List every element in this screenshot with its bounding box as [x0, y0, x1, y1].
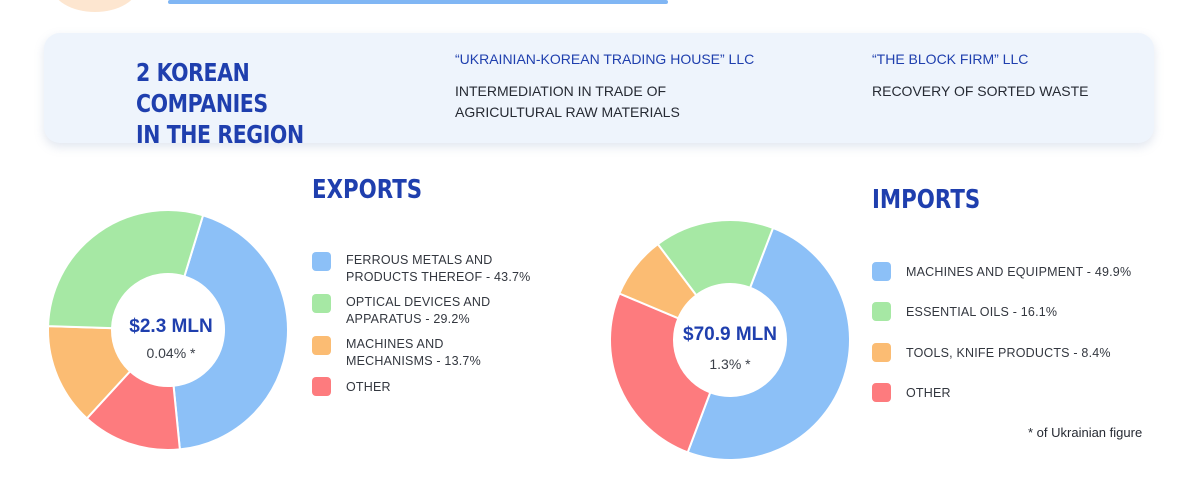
imports-slice-essential-oils	[656, 219, 775, 297]
legend-item-tools-knife-products: TOOLS, KNIFE PRODUCTS - 8.4%	[872, 343, 1131, 383]
legend-item-other: OTHER	[312, 377, 530, 401]
legend-label: OTHER	[906, 386, 951, 400]
imports-donut-chart	[609, 219, 852, 462]
legend-item-other: OTHER	[872, 383, 1131, 407]
imports-title: IMPORTS	[872, 185, 981, 215]
legend-label-line1: MACHINES AND	[346, 337, 444, 351]
legend-swatch-green	[312, 294, 331, 313]
imports-legend: MACHINES AND EQUIPMENT - 49.9% ESSENTIAL…	[872, 262, 1131, 407]
exports-title: EXPORTS	[312, 175, 423, 205]
legend-label: ESSENTIAL OILS - 16.1%	[906, 305, 1058, 319]
decorative-strip	[168, 0, 668, 4]
imports-total-value: $70.9 MLN	[683, 324, 777, 345]
company-name: “THE BLOCK FIRM” LLC	[872, 51, 1029, 67]
legend-label-line1: OPTICAL DEVICES AND	[346, 295, 491, 309]
imports-slice-other	[609, 292, 712, 454]
company-ukrainian-korean: “UKRAINIAN-KOREAN TRADING HOUSE” LLC INT…	[455, 51, 754, 123]
legend-swatch-orange	[312, 336, 331, 355]
legend-label: MACHINES AND EQUIPMENT - 49.9%	[906, 265, 1132, 279]
company-block-firm: “THE BLOCK FIRM” LLC RECOVERY OF SORTED …	[872, 51, 1089, 102]
legend-label-line1: FERROUS METALS AND	[346, 253, 493, 267]
company-description-line2: AGRICULTURAL RAW MATERIALS	[455, 104, 680, 120]
exports-slice-ferrous-metals	[172, 213, 289, 451]
legend-swatch-red	[872, 383, 891, 402]
legend-item-machines-mechanisms: MACHINES AND MECHANISMS - 13.7%	[312, 336, 530, 377]
legend-swatch-green	[872, 302, 891, 321]
legend-item-optical-devices: OPTICAL DEVICES AND APPARATUS - 29.2%	[312, 294, 530, 336]
imports-slice-machines-equipment	[686, 226, 852, 462]
exports-share-note: 0.04% *	[146, 345, 196, 361]
exports-total-value: $2.3 MLN	[129, 316, 213, 337]
legend-label: FERROUS METALS AND PRODUCTS THEREOF - 43…	[346, 252, 530, 286]
exports-donut-chart	[47, 209, 289, 451]
legend-item-ferrous-metals: FERROUS METALS AND PRODUCTS THEREOF - 43…	[312, 252, 530, 294]
legend-label: OTHER	[346, 380, 391, 394]
legend-swatch-orange	[872, 343, 891, 362]
legend-item-machines-equipment: MACHINES AND EQUIPMENT - 49.9%	[872, 262, 1131, 302]
legend-label-line2: PRODUCTS THEREOF - 43.7%	[346, 270, 531, 284]
company-description: INTERMEDIATION IN TRADE OF AGRICULTURAL …	[455, 81, 754, 123]
legend-swatch-blue	[312, 252, 331, 271]
legend-label-line2: APPARATUS - 29.2%	[346, 312, 470, 326]
company-description-line1: RECOVERY OF SORTED WASTE	[872, 83, 1089, 99]
exports-legend: FERROUS METALS AND PRODUCTS THEREOF - 43…	[312, 252, 530, 401]
company-description: RECOVERY OF SORTED WASTE	[872, 81, 1089, 102]
companies-heading-line1: 2 KOREAN COMPANIES	[136, 58, 268, 118]
decorative-circle	[52, 0, 138, 12]
imports-share-note: 1.3% *	[709, 356, 751, 372]
company-description-line1: INTERMEDIATION IN TRADE OF	[455, 83, 667, 99]
companies-heading: 2 KOREAN COMPANIES IN THE REGION	[136, 57, 382, 150]
companies-info-panel: 2 KOREAN COMPANIES IN THE REGION “UKRAIN…	[44, 33, 1154, 149]
footnote: * of Ukrainian figure	[1028, 425, 1143, 440]
companies-heading-line2: IN THE REGION	[136, 120, 304, 149]
legend-swatch-red	[312, 377, 331, 396]
exports-slice-optical-devices	[47, 209, 205, 330]
legend-label: MACHINES AND MECHANISMS - 13.7%	[346, 336, 530, 370]
legend-label: OPTICAL DEVICES AND APPARATUS - 29.2%	[346, 294, 530, 328]
legend-label-line2: MECHANISMS - 13.7%	[346, 354, 481, 368]
legend-swatch-blue	[872, 262, 891, 281]
legend-item-essential-oils: ESSENTIAL OILS - 16.1%	[872, 302, 1131, 343]
company-name: “UKRAINIAN-KOREAN TRADING HOUSE” LLC	[455, 51, 755, 67]
legend-label: TOOLS, KNIFE PRODUCTS - 8.4%	[906, 346, 1111, 360]
